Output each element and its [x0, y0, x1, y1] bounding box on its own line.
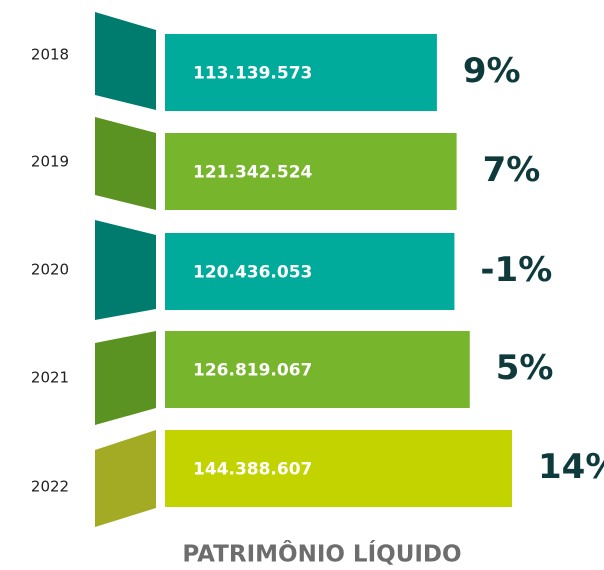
bar [165, 331, 470, 408]
row-tab [95, 430, 156, 527]
value-label: 120.436.053 [193, 263, 312, 283]
bar [165, 34, 437, 111]
year-label: 2019 [31, 153, 69, 171]
value-label: 144.388.607 [193, 460, 312, 480]
growth-label: -1% [480, 250, 552, 290]
row-tab [95, 117, 156, 210]
year-label: 2018 [31, 46, 69, 64]
growth-label: 9% [463, 51, 521, 91]
row-tab [95, 12, 156, 110]
value-label: 113.139.573 [193, 64, 312, 84]
value-label: 126.819.067 [193, 361, 312, 381]
row-tab [95, 331, 156, 425]
growth-label: 14% [538, 447, 604, 487]
bar [165, 133, 457, 210]
growth-label: 7% [483, 150, 541, 190]
bar [165, 233, 455, 310]
decorations [95, 12, 156, 527]
row-tab [95, 220, 156, 320]
growth-label: 5% [496, 348, 554, 388]
value-label: 121.342.524 [193, 163, 313, 183]
year-label: 2021 [31, 369, 69, 387]
bar [165, 430, 512, 507]
year-label: 2020 [31, 261, 69, 279]
year-label: 2022 [31, 478, 69, 496]
chart-title: PATRIMÔNIO LÍQUIDO [182, 540, 461, 568]
